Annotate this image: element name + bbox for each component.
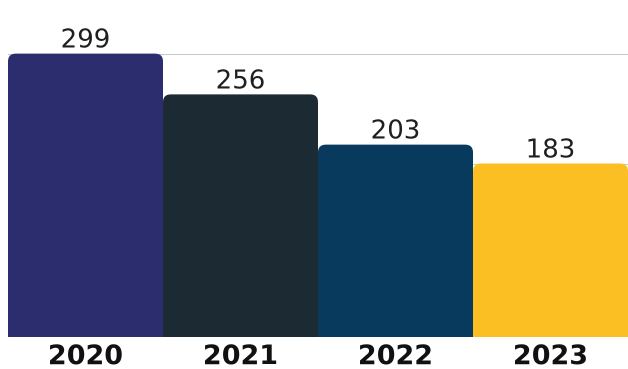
data-label-2020: 299 (61, 25, 111, 55)
bar-2021 (163, 94, 318, 337)
category-label-2020: 2020 (48, 340, 123, 369)
data-label-2022: 203 (371, 116, 421, 146)
category-axis: 2020 2021 2022 2023 (48, 340, 588, 369)
data-label-2023: 183 (526, 135, 576, 165)
category-label-2021: 2021 (203, 340, 278, 369)
bars (8, 53, 628, 337)
category-label-2022: 2022 (358, 340, 433, 369)
bar-2020 (8, 53, 163, 337)
data-label-2021: 256 (216, 65, 266, 95)
bar-2023 (473, 163, 628, 337)
bar-2022 (318, 144, 473, 337)
category-label-2023: 2023 (513, 340, 588, 369)
value-labels: 299 256 203 183 (61, 25, 576, 165)
